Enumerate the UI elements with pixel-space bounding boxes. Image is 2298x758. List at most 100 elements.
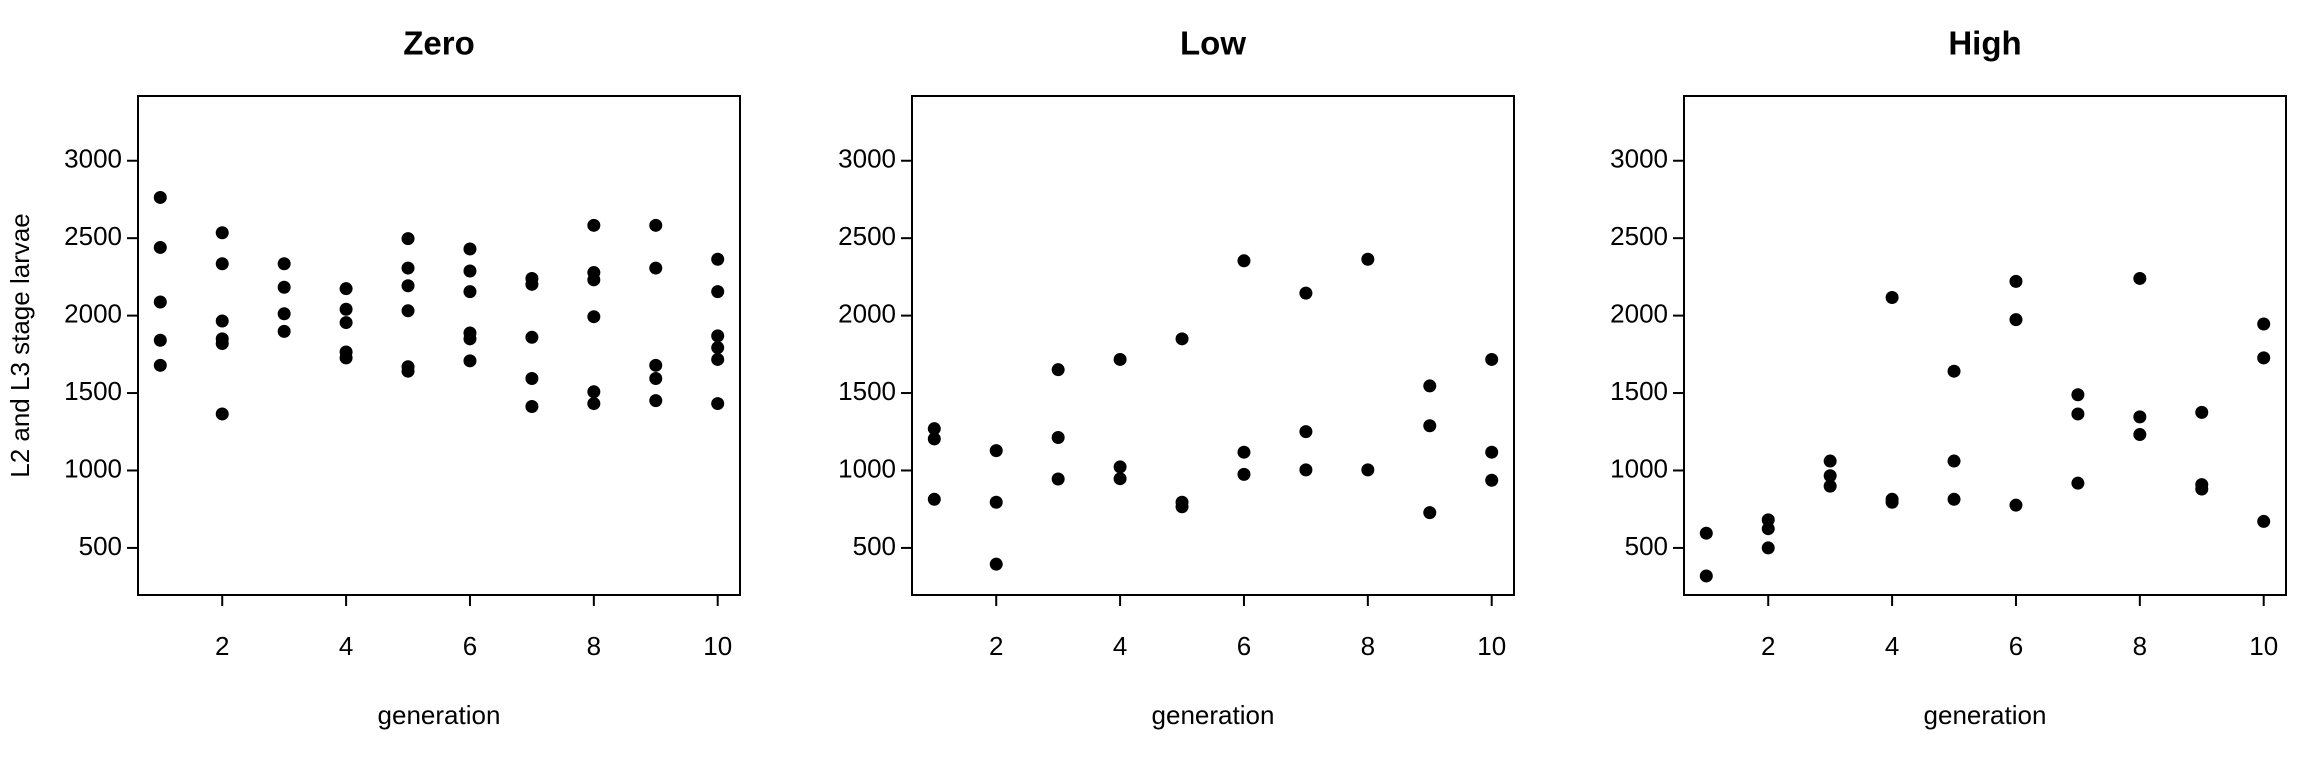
point xyxy=(1175,500,1189,514)
point xyxy=(339,351,353,365)
point xyxy=(2071,388,2085,402)
y-tick-label: 1000 xyxy=(838,453,896,483)
point xyxy=(1051,430,1065,444)
x-tick-label: 10 xyxy=(703,631,732,661)
x-tick-label: 4 xyxy=(1113,631,1127,661)
point xyxy=(1113,460,1127,474)
y-tick-label: 2000 xyxy=(1610,298,1668,328)
y-tick-label: 1500 xyxy=(64,376,122,406)
y-tick-label: 1000 xyxy=(64,453,122,483)
point xyxy=(711,329,725,343)
x-tick-label: 4 xyxy=(1885,631,1899,661)
point xyxy=(1423,506,1437,520)
y-tick-label: 1500 xyxy=(1610,376,1668,406)
point xyxy=(1051,472,1065,486)
point xyxy=(1113,352,1127,366)
panel-title: Zero xyxy=(403,25,475,62)
point xyxy=(649,371,663,385)
point xyxy=(649,358,663,372)
point xyxy=(215,257,229,271)
point xyxy=(525,371,539,385)
plot-box xyxy=(1683,95,2287,596)
point xyxy=(989,557,1003,571)
point xyxy=(587,397,601,411)
point xyxy=(2133,410,2147,424)
y-axis-label: L2 and L3 stage larvae xyxy=(5,213,35,478)
x-tick-label: 6 xyxy=(1237,631,1251,661)
point xyxy=(277,280,291,294)
x-axis-label: generation xyxy=(1152,700,1275,730)
point xyxy=(1361,463,1375,477)
x-tick-label: 6 xyxy=(2009,631,2023,661)
point xyxy=(277,257,291,271)
point xyxy=(1699,526,1713,540)
x-tick-label: 8 xyxy=(1361,631,1375,661)
y-tick-label: 500 xyxy=(853,531,896,561)
point xyxy=(1699,569,1713,583)
point xyxy=(1485,352,1499,366)
x-tick-label: 10 xyxy=(2249,631,2278,661)
x-tick-label: 2 xyxy=(215,631,229,661)
point xyxy=(649,261,663,275)
point xyxy=(339,316,353,330)
point xyxy=(2257,514,2271,528)
point xyxy=(1299,425,1313,439)
point xyxy=(1175,332,1189,346)
point xyxy=(153,295,167,309)
point xyxy=(1113,472,1127,486)
point xyxy=(401,304,415,318)
point xyxy=(153,190,167,204)
point xyxy=(339,282,353,296)
point xyxy=(2133,428,2147,442)
point xyxy=(1051,363,1065,377)
point xyxy=(401,279,415,293)
x-tick-label: 6 xyxy=(463,631,477,661)
plot-box xyxy=(911,95,1515,596)
point xyxy=(153,333,167,347)
point xyxy=(2257,351,2271,365)
y-tick-label: 2500 xyxy=(1610,221,1668,251)
point xyxy=(463,285,477,299)
point xyxy=(2133,271,2147,285)
point xyxy=(525,277,539,291)
point xyxy=(2071,407,2085,421)
point xyxy=(1485,445,1499,459)
y-tick-label: 1500 xyxy=(838,376,896,406)
x-tick-label: 8 xyxy=(2133,631,2147,661)
x-tick-label: 4 xyxy=(339,631,353,661)
point xyxy=(927,432,941,446)
y-tick-label: 3000 xyxy=(838,144,896,174)
point xyxy=(587,385,601,399)
y-tick-label: 2500 xyxy=(838,221,896,251)
point xyxy=(401,364,415,378)
point xyxy=(2009,498,2023,512)
point xyxy=(711,352,725,366)
plot-box xyxy=(137,95,741,596)
point xyxy=(989,495,1003,509)
point xyxy=(1761,541,1775,555)
point xyxy=(1423,419,1437,433)
point xyxy=(587,273,601,287)
point xyxy=(1485,473,1499,487)
x-axis-label: generation xyxy=(1924,700,2047,730)
y-tick-label: 1000 xyxy=(1610,453,1668,483)
point xyxy=(1823,454,1837,468)
point xyxy=(927,422,941,436)
point xyxy=(2195,405,2209,419)
point xyxy=(153,358,167,372)
panel-title: High xyxy=(1948,25,2021,62)
point xyxy=(339,302,353,316)
point xyxy=(1237,467,1251,481)
x-axis-label: generation xyxy=(378,700,501,730)
y-tick-label: 3000 xyxy=(1610,144,1668,174)
x-tick-label: 2 xyxy=(989,631,1003,661)
point xyxy=(1885,495,1899,509)
point xyxy=(215,336,229,350)
point xyxy=(215,226,229,240)
point xyxy=(525,330,539,344)
point xyxy=(277,307,291,321)
point xyxy=(649,218,663,232)
point xyxy=(2257,317,2271,331)
point xyxy=(215,314,229,328)
